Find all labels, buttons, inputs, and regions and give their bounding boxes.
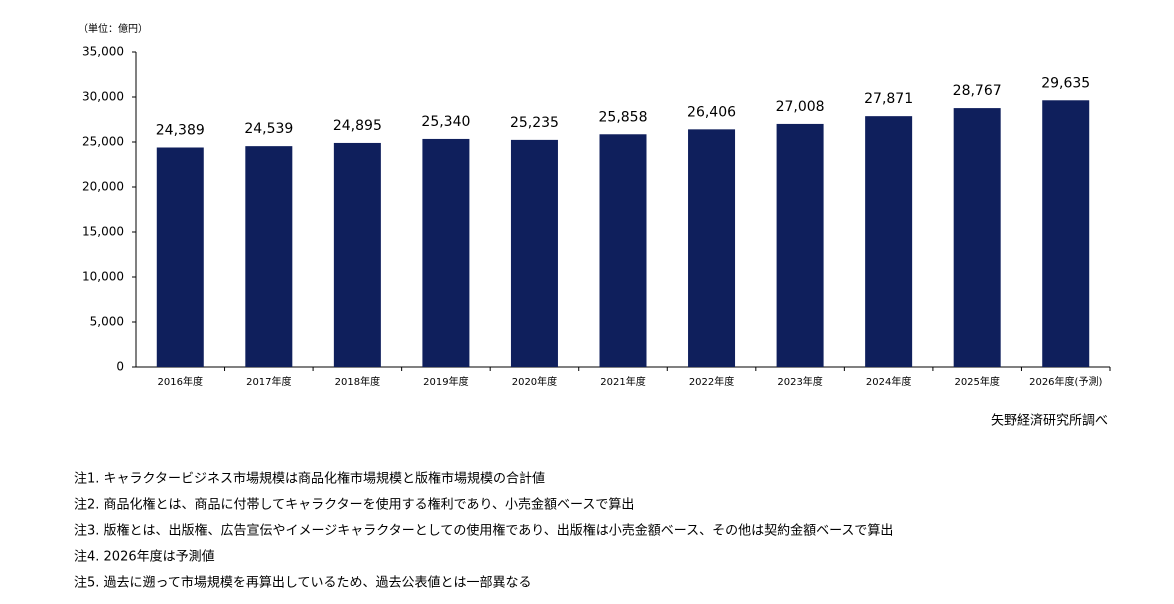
- x-tick-label: 2018年度: [335, 375, 380, 388]
- x-tick-label: 2019年度: [423, 375, 468, 388]
- x-tick-label: 2016年度: [158, 375, 203, 388]
- bar: [599, 134, 647, 367]
- bar: [333, 142, 381, 367]
- y-tick-label: 30,000: [82, 90, 124, 104]
- note: 注2. 商品化権とは、商品に付帯してキャラクターを使用する権利であり、小売金額ベ…: [74, 497, 634, 513]
- value-label: 29,635: [1041, 75, 1090, 91]
- y-tick-label: 15,000: [82, 225, 124, 239]
- y-tick-label: 0: [116, 360, 124, 374]
- x-tick-label: 2022年度: [689, 375, 734, 388]
- x-tick-label: 2017年度: [246, 375, 291, 388]
- bar: [156, 147, 204, 367]
- value-label: 26,406: [687, 104, 736, 120]
- bar: [776, 123, 824, 367]
- value-label: 27,871: [864, 91, 913, 107]
- y-tick-label: 5,000: [90, 315, 124, 329]
- value-label: 25,340: [421, 114, 470, 130]
- value-label: 28,767: [953, 83, 1002, 99]
- x-tick-label: 2024年度: [866, 375, 911, 388]
- bar: [422, 138, 470, 367]
- note: 注5. 過去に遡って市場規模を再算出しているため、過去公表値とは一部異なる: [74, 575, 532, 591]
- y-tick-label: 10,000: [82, 270, 124, 284]
- x-tick-label: 2021年度: [600, 375, 645, 388]
- x-tick-label: 2023年度: [777, 375, 822, 388]
- value-label: 24,895: [333, 118, 382, 134]
- bar: [245, 146, 293, 367]
- y-tick-label: 25,000: [82, 135, 124, 149]
- bar: [1042, 100, 1090, 367]
- bar: [953, 108, 1001, 368]
- bar: [510, 139, 558, 367]
- bar: [865, 116, 913, 367]
- value-label: 25,858: [599, 109, 648, 125]
- source: 矢野経済研究所調べ: [991, 413, 1108, 429]
- y-tick-label: 35,000: [82, 45, 124, 59]
- y-tick-label: 20,000: [82, 180, 124, 194]
- value-label: 25,235: [510, 115, 559, 131]
- value-label: 24,389: [156, 122, 205, 138]
- note: 注4. 2026年度は予測値: [74, 549, 215, 565]
- value-label: 24,539: [244, 121, 293, 137]
- bar: [688, 129, 736, 367]
- x-tick-label: 2025年度: [954, 375, 999, 388]
- x-tick-label: 2026年度(予測): [1029, 375, 1102, 388]
- x-tick-label: 2020年度: [512, 375, 557, 388]
- note: 注1. キャラクタービジネス市場規模は商品化権市場規模と版権市場規模の合計値: [74, 471, 545, 487]
- value-label: 27,008: [776, 99, 825, 115]
- unit-label: （単位：億円）: [78, 22, 148, 35]
- note: 注3. 版権とは、出版権、広告宣伝やイメージキャラクターとしての使用権であり、出…: [74, 523, 893, 539]
